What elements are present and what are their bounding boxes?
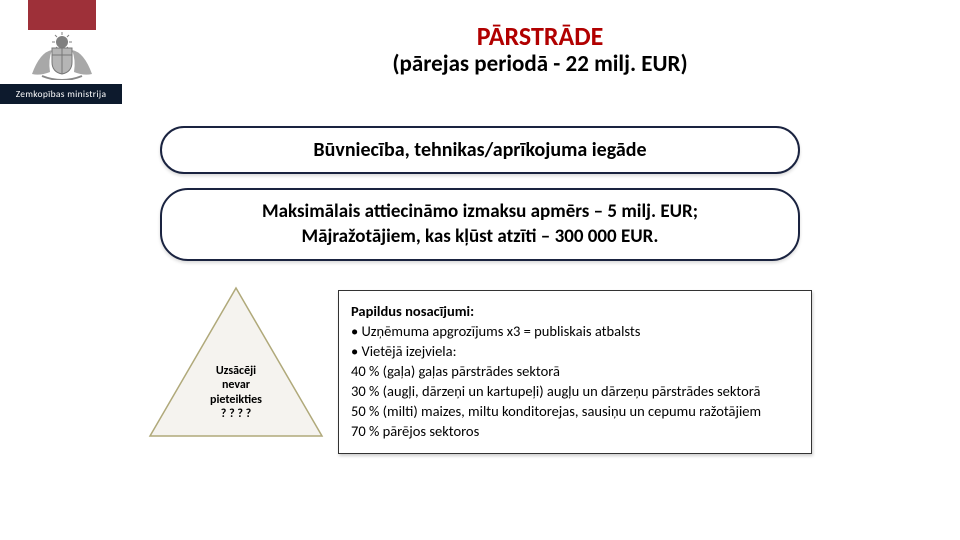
conditions-line: 70 % pārējos sektoros (351, 421, 799, 441)
warning-triangle: Uzsācēji nevar pieteikties ? ? ? ? (146, 282, 326, 442)
conditions-header: Papildus nosacījumi: (351, 301, 799, 321)
triangle-text: Uzsācēji nevar pieteikties ? ? ? ? (180, 364, 292, 422)
conditions-line: 40 % (gaļa) gaļas pārstrādes sektorā (351, 361, 799, 381)
tri-line1: Uzsācēji (180, 364, 292, 378)
bubble2-line1: Maksimālais attiecināmo izmaksu apmērs –… (184, 200, 776, 225)
conditions-line: • Uzņēmuma apgrozījums x3 = publiskais a… (351, 321, 799, 341)
tri-line3: pieteikties (180, 393, 292, 407)
tri-line2: nevar (180, 378, 292, 392)
bubble1-text: Būvniecība, tehnikas/aprīkojuma iegāde (313, 138, 646, 162)
conditions-line: • Vietējā izejviela: (351, 341, 799, 361)
conditions-line: 30 % (augļi, dārzeņi un kartupeļi) augļu… (351, 381, 799, 401)
conditions-box: Papildus nosacījumi: • Uzņēmuma apgrozīj… (338, 290, 812, 454)
ministry-label-bar: Zemkopības ministrija (0, 84, 122, 104)
slide-title: PĀRSTRĀDE (pārejas periodā - 22 milj. EU… (260, 20, 820, 78)
conditions-line: 50 % (milti) maizes, miltu konditorejas,… (351, 401, 799, 421)
title-main: PĀRSTRĀDE (477, 20, 604, 52)
tri-line4: ? ? ? ? (180, 407, 292, 421)
title-sub: (pārejas periodā - 22 milj. EUR) (260, 50, 820, 78)
info-bubble-1: Būvniecība, tehnikas/aprīkojuma iegāde (160, 126, 800, 174)
info-bubble-2: Maksimālais attiecināmo izmaksu apmērs –… (160, 188, 800, 261)
bubble2-line2: Mājražotājiem, kas kļūst atzīti – 300 00… (184, 225, 776, 250)
flag-block (28, 0, 96, 30)
coat-of-arms (20, 30, 104, 80)
ministry-label: Zemkopības ministrija (16, 88, 107, 100)
